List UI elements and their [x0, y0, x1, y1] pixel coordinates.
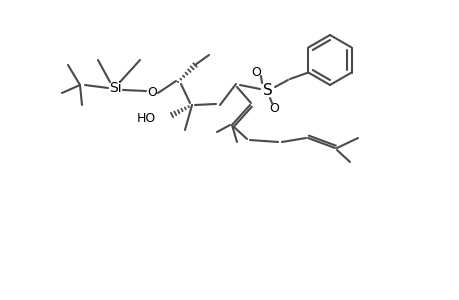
Text: HO: HO — [136, 112, 156, 124]
Text: S: S — [263, 82, 272, 98]
Text: O: O — [251, 65, 260, 79]
Text: O: O — [147, 85, 157, 98]
Text: O: O — [269, 101, 278, 115]
Text: Si: Si — [108, 81, 121, 95]
